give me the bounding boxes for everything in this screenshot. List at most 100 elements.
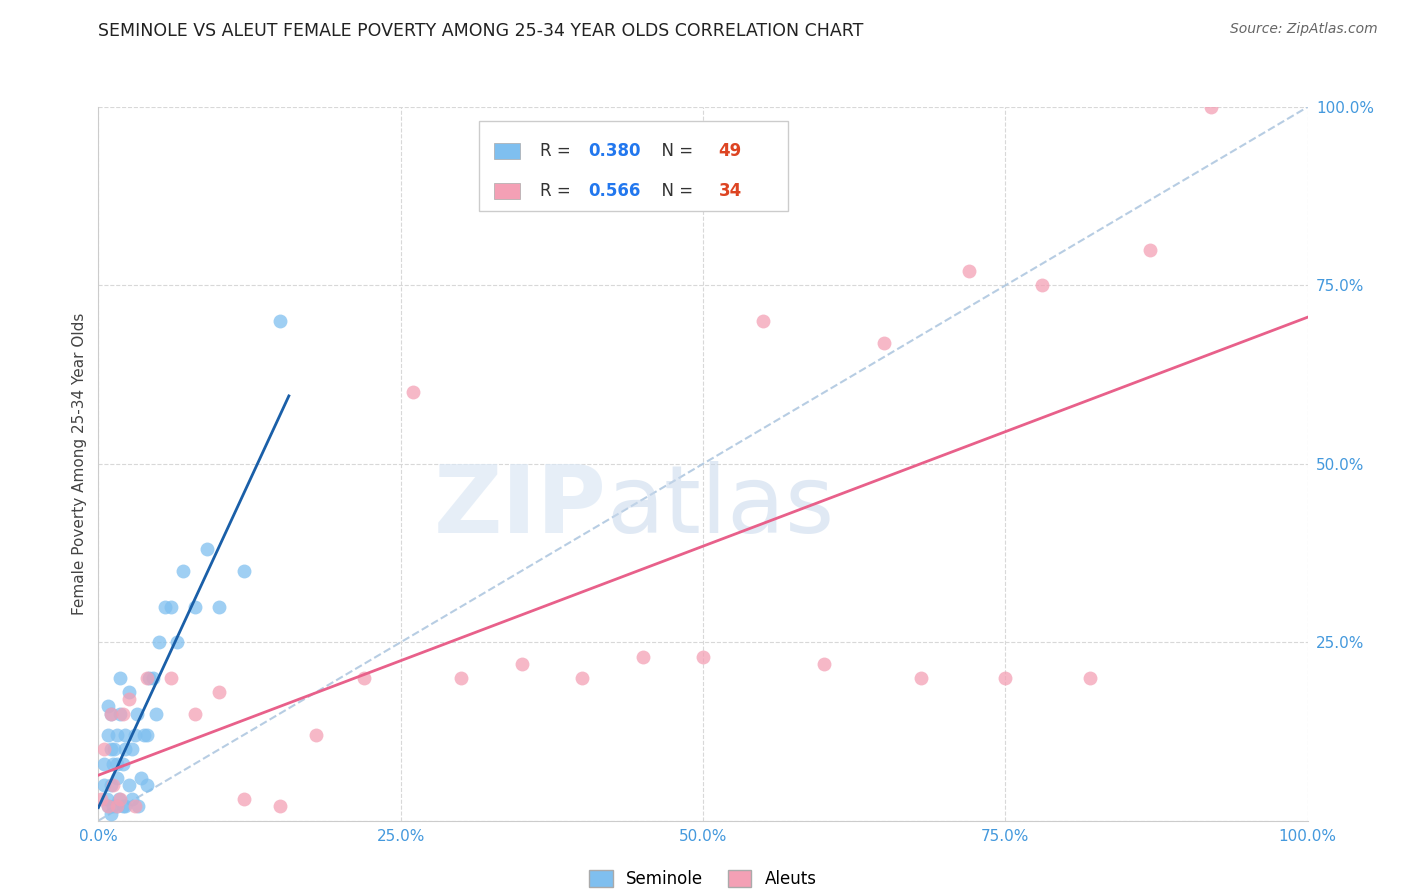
Point bbox=[93, 756, 115, 771]
Point bbox=[1199, 100, 1222, 114]
Point bbox=[184, 599, 207, 614]
Text: 34: 34 bbox=[718, 182, 742, 200]
Point bbox=[118, 692, 141, 706]
Point bbox=[100, 806, 122, 821]
Text: N =: N = bbox=[651, 182, 699, 200]
Point bbox=[100, 706, 122, 721]
Point bbox=[571, 671, 593, 685]
Point bbox=[108, 792, 131, 806]
Point bbox=[232, 564, 254, 578]
Point bbox=[305, 728, 328, 742]
Point bbox=[153, 599, 176, 614]
Text: 0.566: 0.566 bbox=[588, 182, 641, 200]
Point bbox=[129, 771, 152, 785]
Point bbox=[127, 799, 149, 814]
Point bbox=[93, 742, 115, 756]
Point bbox=[101, 756, 124, 771]
FancyBboxPatch shape bbox=[479, 121, 787, 211]
Point bbox=[813, 657, 835, 671]
Point bbox=[105, 728, 128, 742]
Text: 49: 49 bbox=[718, 142, 742, 160]
Point bbox=[101, 799, 124, 814]
Point bbox=[631, 649, 654, 664]
Point bbox=[134, 728, 156, 742]
Point bbox=[127, 706, 149, 721]
Point bbox=[269, 799, 291, 814]
Point bbox=[232, 792, 254, 806]
Point bbox=[450, 671, 472, 685]
FancyBboxPatch shape bbox=[494, 183, 520, 199]
Point bbox=[118, 685, 141, 699]
Point bbox=[145, 706, 167, 721]
Point bbox=[97, 699, 120, 714]
Point bbox=[108, 671, 131, 685]
Text: 0.380: 0.380 bbox=[588, 142, 641, 160]
Point bbox=[93, 778, 115, 792]
Point bbox=[105, 771, 128, 785]
Point bbox=[172, 564, 194, 578]
Text: SEMINOLE VS ALEUT FEMALE POVERTY AMONG 25-34 YEAR OLDS CORRELATION CHART: SEMINOLE VS ALEUT FEMALE POVERTY AMONG 2… bbox=[98, 22, 863, 40]
Point bbox=[208, 599, 231, 614]
Y-axis label: Female Poverty Among 25-34 Year Olds: Female Poverty Among 25-34 Year Olds bbox=[72, 313, 87, 615]
Point bbox=[124, 728, 146, 742]
Point bbox=[910, 671, 932, 685]
Text: R =: R = bbox=[540, 182, 576, 200]
Point bbox=[103, 742, 125, 756]
Point bbox=[101, 778, 124, 792]
Point bbox=[160, 671, 183, 685]
Point bbox=[752, 314, 775, 328]
Point bbox=[1139, 243, 1161, 257]
Point bbox=[510, 657, 533, 671]
Point bbox=[160, 599, 183, 614]
Point bbox=[138, 671, 160, 685]
Point bbox=[96, 792, 118, 806]
Point bbox=[114, 728, 136, 742]
Point bbox=[90, 792, 112, 806]
FancyBboxPatch shape bbox=[494, 143, 520, 159]
Point bbox=[111, 756, 134, 771]
Point bbox=[353, 671, 375, 685]
Point bbox=[97, 799, 120, 814]
Point bbox=[100, 778, 122, 792]
Legend: Seminole, Aleuts: Seminole, Aleuts bbox=[582, 863, 824, 892]
Point bbox=[111, 799, 134, 814]
Point bbox=[105, 799, 128, 814]
Point bbox=[124, 799, 146, 814]
Point bbox=[105, 756, 128, 771]
Point bbox=[166, 635, 188, 649]
Text: R =: R = bbox=[540, 142, 576, 160]
Point bbox=[195, 542, 218, 557]
Point bbox=[957, 264, 980, 278]
Point bbox=[100, 742, 122, 756]
Point bbox=[111, 706, 134, 721]
Text: N =: N = bbox=[651, 142, 699, 160]
Text: Source: ZipAtlas.com: Source: ZipAtlas.com bbox=[1230, 22, 1378, 37]
Point bbox=[114, 742, 136, 756]
Point bbox=[105, 799, 128, 814]
Point bbox=[135, 671, 157, 685]
Point bbox=[100, 706, 122, 721]
Point bbox=[208, 685, 231, 699]
Text: ZIP: ZIP bbox=[433, 460, 606, 553]
Point bbox=[142, 671, 165, 685]
Point bbox=[148, 635, 170, 649]
Point bbox=[97, 799, 120, 814]
Point bbox=[184, 706, 207, 721]
Point bbox=[97, 728, 120, 742]
Point bbox=[1031, 278, 1053, 293]
Point bbox=[108, 792, 131, 806]
Text: atlas: atlas bbox=[606, 460, 835, 553]
Point bbox=[269, 314, 291, 328]
Point bbox=[692, 649, 714, 664]
Point bbox=[118, 778, 141, 792]
Point bbox=[121, 792, 143, 806]
Point bbox=[1078, 671, 1101, 685]
Point bbox=[114, 799, 136, 814]
Point bbox=[108, 706, 131, 721]
Point bbox=[994, 671, 1017, 685]
Point bbox=[135, 778, 157, 792]
Point bbox=[121, 742, 143, 756]
Point bbox=[873, 335, 896, 350]
Point bbox=[135, 728, 157, 742]
Point bbox=[402, 385, 425, 400]
